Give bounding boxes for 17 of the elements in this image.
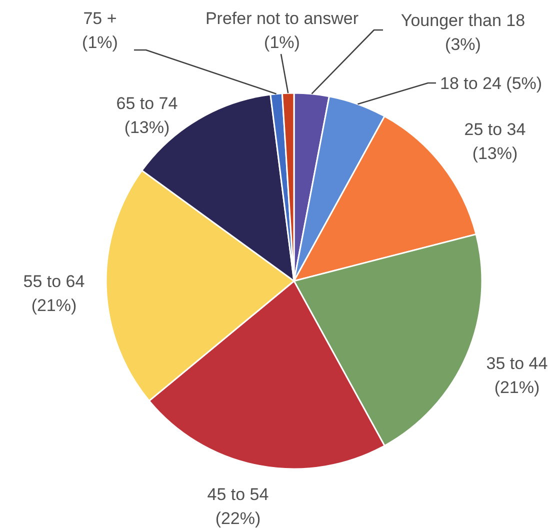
data-label: (13%) <box>472 144 518 163</box>
data-label: (21%) <box>31 296 77 315</box>
data-label: (3%) <box>445 34 481 54</box>
slice-label: 65 to 74 <box>116 94 178 113</box>
slice-label: Prefer not to answer <box>205 8 359 28</box>
slice-label: 35 to 44 <box>486 354 548 373</box>
data-label: (1%) <box>264 32 300 52</box>
data-label: (13%) <box>124 118 170 137</box>
slice-label: Younger than 18 <box>400 10 526 30</box>
slice-label: 75 + <box>83 8 117 28</box>
data-label: (22%) <box>215 508 261 528</box>
slice-label: 55 to 64 <box>23 272 85 291</box>
slice-label: 18 to 24 (5%) <box>440 74 542 93</box>
data-label: (21%) <box>494 378 540 397</box>
data-label: (1%) <box>82 32 118 52</box>
slice-label: 25 to 34 <box>464 120 526 139</box>
slice-label: 45 to 54 <box>207 484 269 504</box>
